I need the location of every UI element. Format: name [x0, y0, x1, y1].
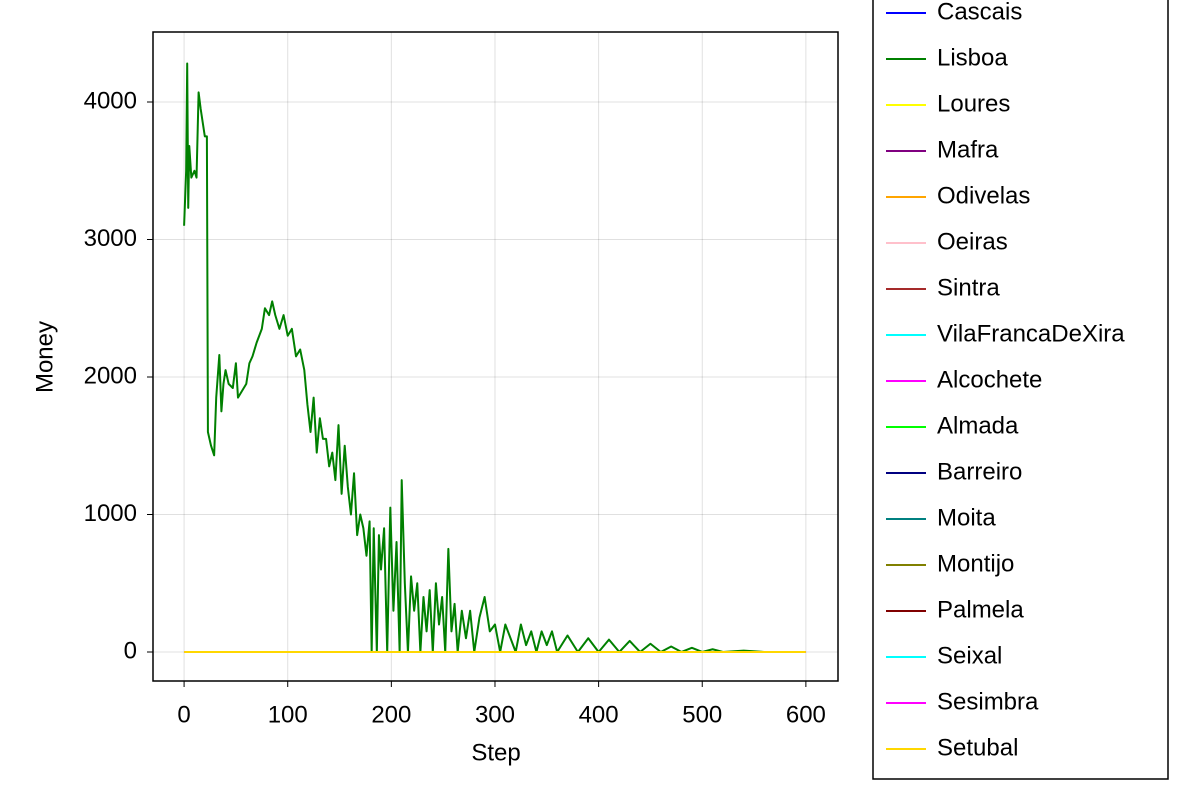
- line: [183, 62, 806, 653]
- legend-label: Sesimbra: [937, 688, 1039, 715]
- legend-label: Moita: [937, 504, 996, 531]
- y-tick-label: 4000: [84, 87, 137, 114]
- x-tick-label: 600: [786, 701, 826, 728]
- x-tick-label: 200: [371, 701, 411, 728]
- y-tick-label: 1000: [84, 500, 137, 527]
- legend-label: Barreiro: [937, 458, 1022, 485]
- legend-label: Loures: [937, 90, 1010, 117]
- legend-label: Montijo: [937, 550, 1014, 577]
- legend-box: [872, 0, 1169, 780]
- x-tick-label: 300: [475, 701, 515, 728]
- legend-label: Almada: [937, 412, 1019, 439]
- legend-label: Palmela: [937, 596, 1024, 623]
- legend-label: Sintra: [937, 274, 1000, 301]
- x-tick-label: 400: [579, 701, 619, 728]
- y-tick-label: 2000: [84, 362, 137, 389]
- x-tick-label: 100: [268, 701, 308, 728]
- y-axis-label: Money: [31, 321, 58, 393]
- y-tick-label: 3000: [84, 225, 137, 252]
- legend-label: VilaFrancaDeXira: [937, 320, 1125, 347]
- legend-label: Setubal: [937, 734, 1018, 761]
- legend-label: Odivelas: [937, 182, 1030, 209]
- legend-label: Alcochete: [937, 366, 1042, 393]
- legend-label: Oeiras: [937, 228, 1008, 255]
- x-axis-label: Step: [471, 739, 520, 766]
- legend-label: Seixal: [937, 642, 1002, 669]
- legend-label: Cascais: [937, 0, 1022, 25]
- legend-label: Lisboa: [937, 44, 1008, 71]
- plot-frame: [152, 31, 839, 682]
- legend-label: Mafra: [937, 136, 999, 163]
- x-tick-label: 500: [682, 701, 722, 728]
- y-tick-label: 0: [124, 637, 137, 664]
- x-tick-label: 0: [177, 701, 190, 728]
